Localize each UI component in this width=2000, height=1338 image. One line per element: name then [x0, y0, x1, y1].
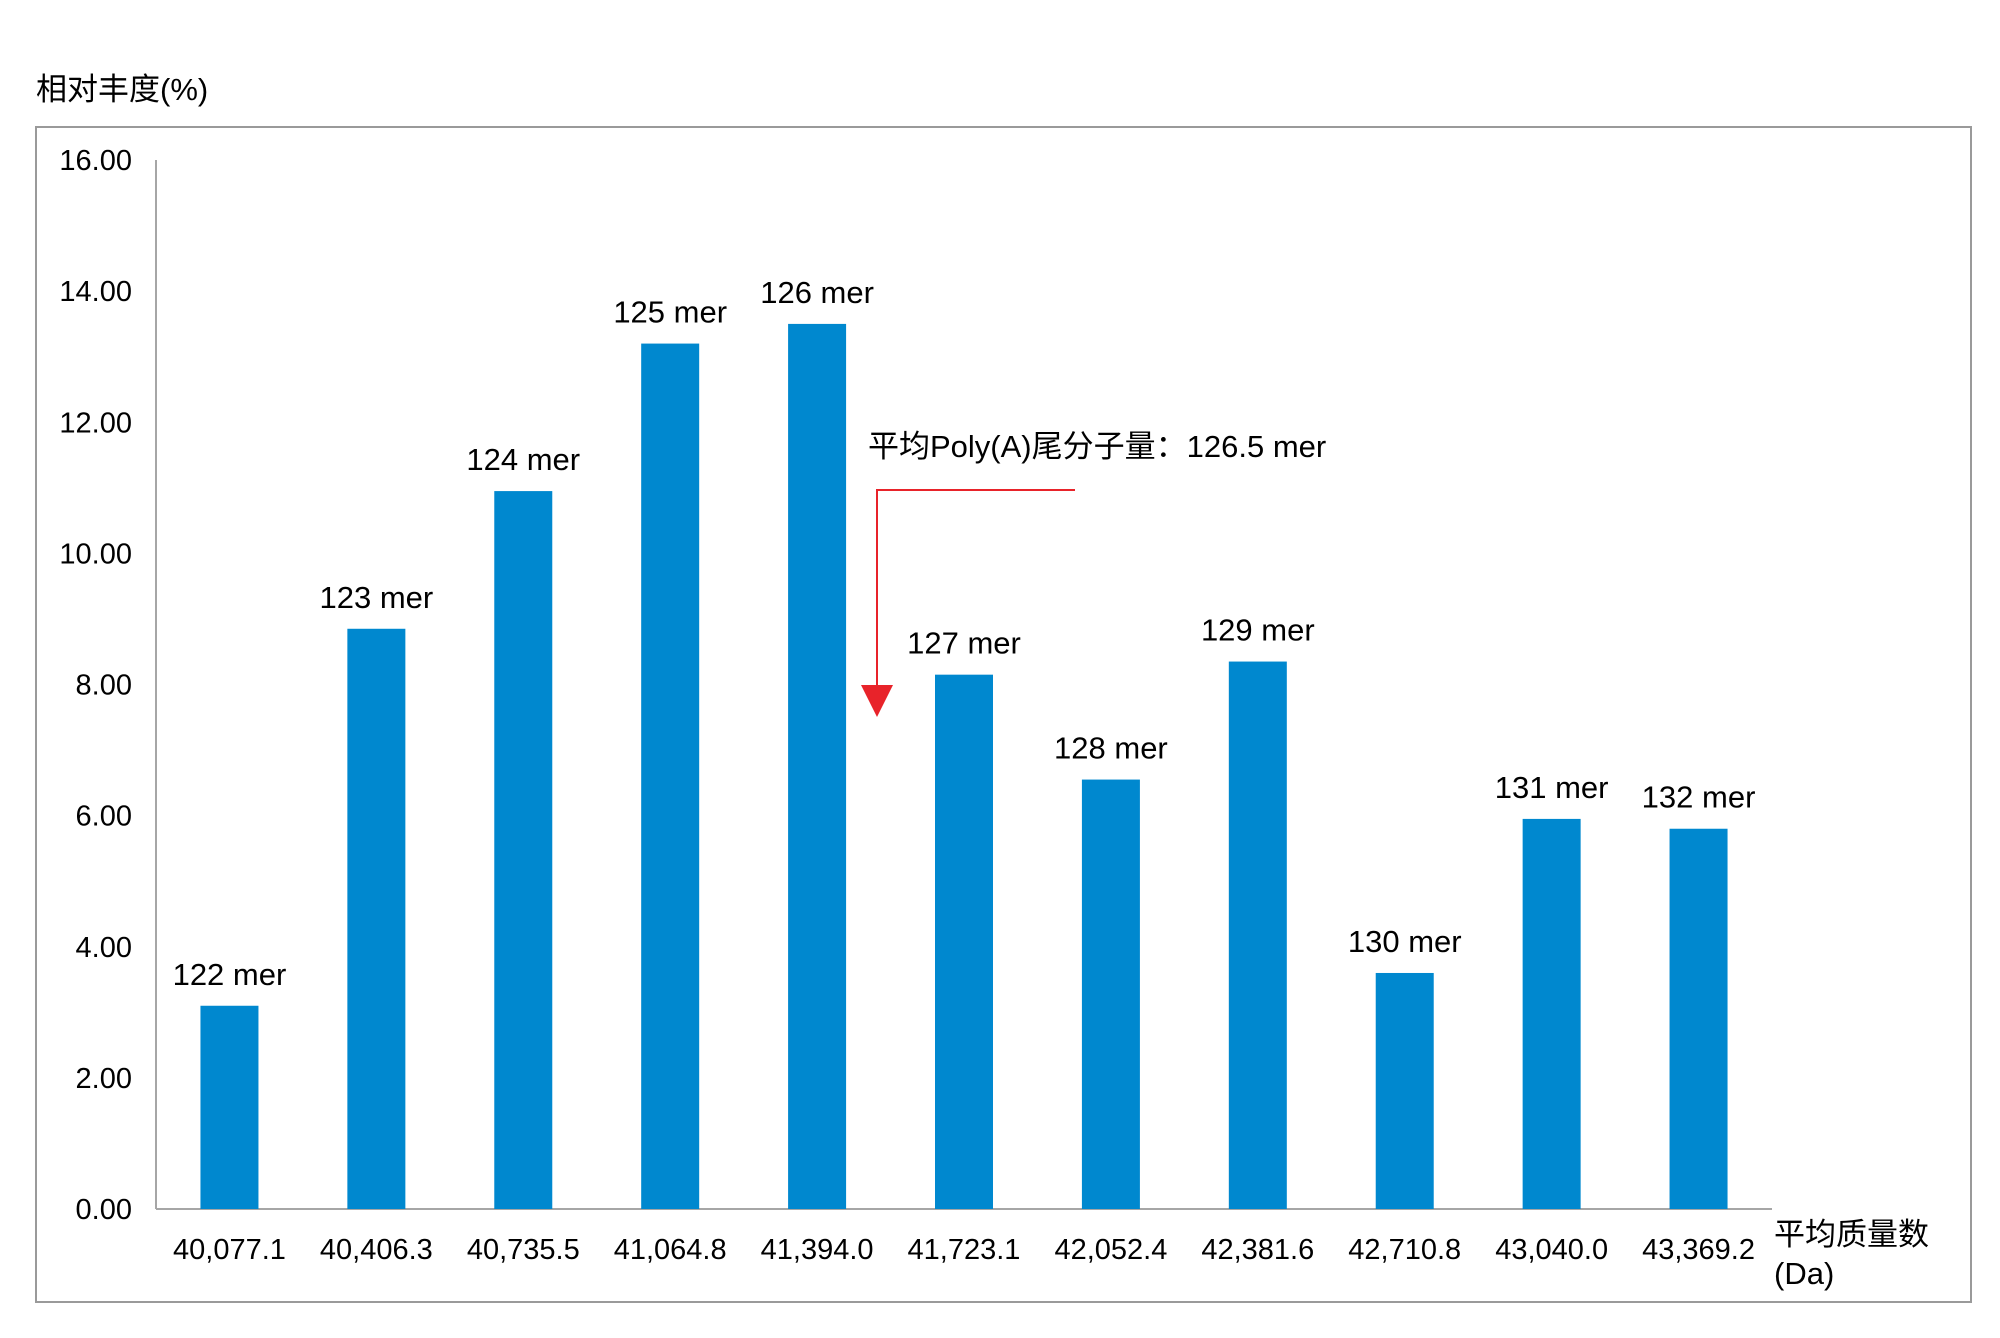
- y-tick-labels: 0.00 2.00 4.00 6.00 8.00 10.00 12.00 14.00 16.00: [59, 145, 132, 1226]
- y-tick-label: 10.00: [59, 538, 132, 570]
- x-tick-labels: 40,077.1 40,406.3 40,735.5 41,064.8 41,394.0…: [173, 1234, 1755, 1266]
- x-tick-label: 40,735.5: [467, 1234, 580, 1266]
- data-label: 131 mer: [1495, 770, 1609, 805]
- y-tick-label: 0.00: [76, 1194, 132, 1226]
- data-label: 128 mer: [1054, 731, 1168, 766]
- data-labels: 122 mer 123 mer 124 mer 125 mer 126 mer 127 m…: [173, 275, 1756, 992]
- annotation-arrow-head: [861, 685, 893, 717]
- x-axis-label-line1: 平均质量数: [1774, 1217, 1929, 1252]
- bar: [1081, 779, 1140, 1209]
- y-tick-label: 8.00: [76, 670, 132, 702]
- y-tick-label: 2.00: [76, 1063, 132, 1095]
- x-tick-label: 40,406.3: [320, 1234, 433, 1266]
- x-tick-label: 40,077.1: [173, 1234, 286, 1266]
- data-label: 122 mer: [173, 957, 287, 992]
- x-axis-label-line2: (Da): [1774, 1256, 1834, 1291]
- x-tick-label: 42,381.6: [1201, 1234, 1314, 1266]
- y-tick-label: 14.00: [59, 276, 132, 308]
- y-tick-label: 4.00: [76, 932, 132, 964]
- y-tick-label: 16.00: [59, 145, 132, 177]
- bars: [200, 323, 1728, 1209]
- bar: [494, 491, 553, 1209]
- bar: [1669, 828, 1728, 1209]
- annotation-arrow-line: [876, 489, 1075, 688]
- x-tick-label: 41,394.0: [761, 1234, 874, 1266]
- data-label: 127 mer: [907, 626, 1021, 661]
- bar: [1522, 818, 1581, 1209]
- bar: [200, 1005, 259, 1209]
- data-label: 125 mer: [613, 295, 727, 330]
- data-label: 129 mer: [1201, 613, 1315, 648]
- y-axis-label: 相对丰度(%): [36, 72, 208, 107]
- x-tick-label: 42,052.4: [1054, 1234, 1167, 1266]
- y-tick-label: 6.00: [76, 801, 132, 833]
- y-tick-label: 12.00: [59, 407, 132, 439]
- x-tick-label: 43,040.0: [1495, 1234, 1608, 1266]
- bar: [935, 674, 993, 1209]
- data-label: 132 mer: [1642, 780, 1756, 815]
- x-tick-label: 41,064.8: [614, 1234, 727, 1266]
- bar: [788, 323, 847, 1209]
- plot-frame: [35, 126, 1972, 1303]
- bar: [347, 628, 406, 1209]
- x-tick-label: 42,710.8: [1348, 1234, 1461, 1266]
- data-label: 124 mer: [466, 442, 580, 477]
- bar: [1228, 661, 1287, 1209]
- x-tick-label: 43,369.2: [1642, 1234, 1755, 1266]
- x-tick-label: 41,723.1: [908, 1234, 1021, 1266]
- data-label: 123 mer: [319, 580, 433, 615]
- average-annotation-text: 平均Poly(A)尾分子量：126.5 mer: [868, 429, 1326, 464]
- bar: [641, 343, 700, 1209]
- data-label: 130 mer: [1348, 924, 1462, 959]
- bar: [1375, 972, 1434, 1209]
- data-label: 126 mer: [760, 275, 874, 310]
